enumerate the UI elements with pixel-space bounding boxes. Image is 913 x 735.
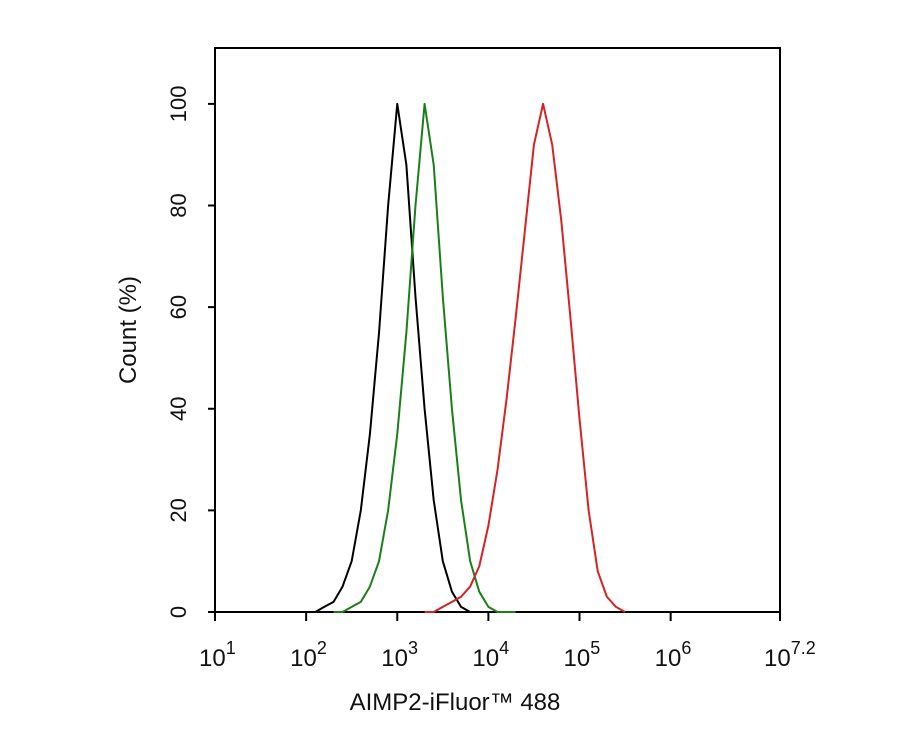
x-tick-exponent: 3 xyxy=(408,638,418,658)
histogram-line xyxy=(306,102,489,613)
y-tick-label: 100 xyxy=(166,86,191,123)
x-tick-base: 10 xyxy=(655,645,682,672)
x-tick-base: 10 xyxy=(564,645,591,672)
x-tick-base: 10 xyxy=(381,645,408,672)
x-tick-label: 107.2 xyxy=(764,638,816,672)
histogram-line xyxy=(424,102,626,613)
plot-frame xyxy=(214,47,781,613)
y-tick-label: 0 xyxy=(166,606,191,618)
x-tick-exponent: 5 xyxy=(590,638,600,658)
x-tick-label: 102 xyxy=(290,638,327,672)
y-tick-label: 80 xyxy=(166,193,191,217)
x-tick-base: 10 xyxy=(199,645,226,672)
x-axis-label: AIMP2-iFluor™ 488 xyxy=(350,689,561,716)
x-tick-label: 106 xyxy=(655,638,692,672)
x-tick-base: 10 xyxy=(290,645,317,672)
y-tick-label: 60 xyxy=(166,295,191,319)
y-tick-label: 20 xyxy=(166,498,191,522)
x-tick-label: 101 xyxy=(199,638,236,672)
histogram-line xyxy=(333,102,516,613)
x-tick-base: 10 xyxy=(764,645,791,672)
x-tick-exponent: 2 xyxy=(317,638,327,658)
x-tick-exponent: 6 xyxy=(681,638,691,658)
x-tick-label: 103 xyxy=(381,638,418,672)
y-axis-label: Count (%) xyxy=(115,276,142,384)
x-tick-exponent: 1 xyxy=(226,638,236,658)
y-tick-label: 40 xyxy=(166,397,191,421)
x-tick-exponent: 7.2 xyxy=(791,638,816,658)
x-tick-base: 10 xyxy=(472,645,499,672)
x-tick-label: 105 xyxy=(564,638,601,672)
x-tick-exponent: 4 xyxy=(499,638,509,658)
x-tick-label: 104 xyxy=(472,638,509,672)
